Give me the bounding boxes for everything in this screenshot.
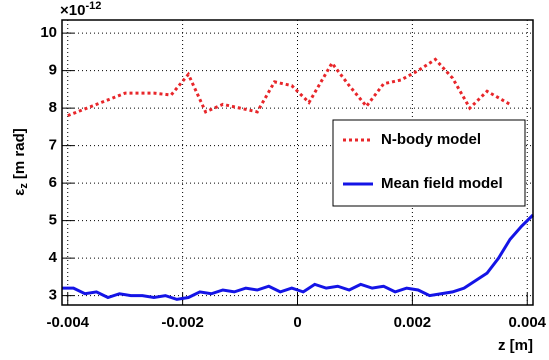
legend-label: Mean field model xyxy=(381,175,503,192)
legend: N-body model Mean field model xyxy=(332,119,526,207)
y-multiplier: ×10-12 xyxy=(60,0,101,19)
legend-box xyxy=(332,119,526,207)
y-label-sub: z xyxy=(18,183,30,189)
x-axis-label: z [m] xyxy=(498,337,533,354)
y-tick-label: 5 xyxy=(49,212,57,229)
x-tick-label: 0.004 xyxy=(508,314,546,331)
x-tick-label: 0 xyxy=(293,314,301,331)
y-tick-label: 9 xyxy=(49,62,57,79)
y-tick-label: 6 xyxy=(49,174,57,191)
x-tick-label: -0.004 xyxy=(46,314,89,331)
x-tick-label: 0.002 xyxy=(394,314,432,331)
y-tick-label: 3 xyxy=(49,287,57,304)
series-line xyxy=(67,57,511,118)
y-tick-label: 4 xyxy=(49,249,58,266)
y-multiplier-exp: -12 xyxy=(85,0,101,12)
plot-frame xyxy=(61,19,534,306)
y-tick-label: 10 xyxy=(40,24,57,41)
series-line xyxy=(62,213,535,301)
y-axis-label: εz [m rad] xyxy=(11,128,30,195)
y-label-symbol: ε xyxy=(11,189,28,196)
y-tick-label: 7 xyxy=(49,137,57,154)
y-label-unit: [m rad] xyxy=(11,128,28,179)
y-tick-label: 8 xyxy=(49,99,57,116)
y-multiplier-base: ×10 xyxy=(60,2,85,19)
legend-label: N-body model xyxy=(381,131,481,148)
x-tick-label: -0.002 xyxy=(161,314,204,331)
